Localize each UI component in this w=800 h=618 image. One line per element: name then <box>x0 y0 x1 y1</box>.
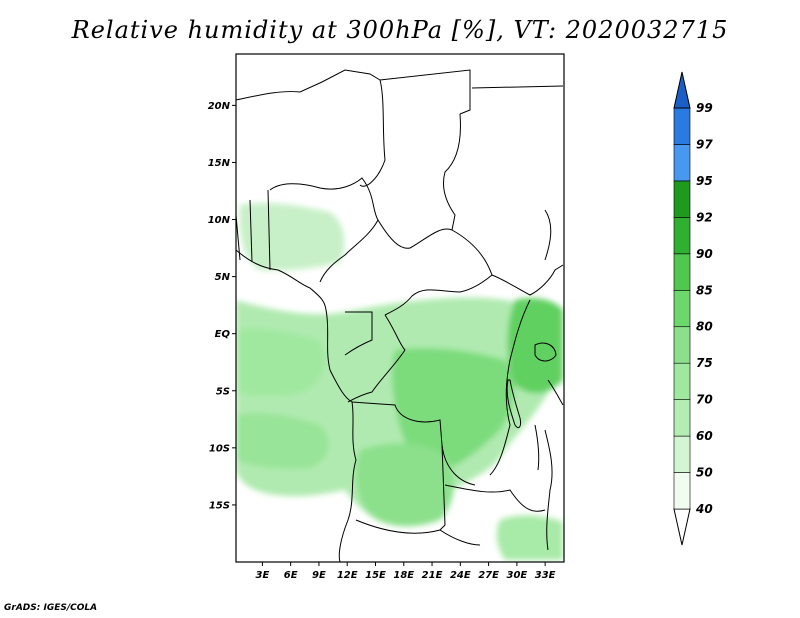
lat-tick-label: EQ <box>215 329 231 340</box>
colorbar-upper-extension <box>673 71 691 109</box>
lon-tick-label: 21E <box>422 570 443 581</box>
border-algeria-niger <box>236 69 381 101</box>
border-drc-angola <box>351 401 476 486</box>
colorbar-level-label: 99 <box>696 101 713 115</box>
lon-tick-label: 30E <box>506 570 527 581</box>
lake-tanganyika <box>506 379 521 429</box>
lon-tick-label: 18E <box>393 570 414 581</box>
humidity-region-southeast <box>496 515 563 560</box>
longitude-axis: 3E 6E 9E 12E 15E 18E 21E 24E 27E 30E 33E <box>255 562 556 581</box>
lon-tick-label: 24E <box>450 570 471 581</box>
map-frame <box>235 53 565 563</box>
border-namibia <box>355 519 481 546</box>
humidity-region-congo-basin <box>392 348 515 470</box>
colorbar-level-label: 80 <box>696 320 713 334</box>
lat-tick-label: 10N <box>208 215 231 226</box>
lat-tick-label: 15S <box>209 500 230 511</box>
colorbar-level-label: 70 <box>696 393 713 407</box>
lat-tick-label: 5S <box>216 386 230 397</box>
border-libya <box>379 69 471 115</box>
grads-credit: GrADS: IGES/COLA <box>4 603 98 613</box>
colorbar-level-label: 92 <box>696 210 713 224</box>
colorbar-segment <box>673 399 691 437</box>
latitude-axis: 20N 15N 10N 5N EQ 5S 10S 15S <box>208 101 236 511</box>
border-mozambique <box>544 429 553 551</box>
border-drc-east <box>489 299 531 476</box>
humidity-region-west-africa <box>239 202 345 271</box>
lon-tick-label: 12E <box>337 570 358 581</box>
lon-tick-label: 33E <box>535 570 556 581</box>
colorbar-level-label: 40 <box>695 502 713 516</box>
colorbar-level-label: 60 <box>696 429 713 443</box>
border-ghana <box>236 214 241 261</box>
colorbar-segment <box>673 472 691 510</box>
map-title: Relative humidity at 300hPa [%], VT: 202… <box>71 16 729 44</box>
colorbar-level-label: 50 <box>696 466 713 480</box>
colorbar-segment <box>673 326 691 364</box>
colorbar-segment <box>673 362 691 400</box>
border-egypt-sudan <box>471 85 564 89</box>
lat-tick-label: 15N <box>208 158 231 169</box>
lon-tick-label: 6E <box>284 570 298 581</box>
colorbar-segment <box>673 289 691 328</box>
border-sudan-south <box>491 264 564 296</box>
lat-tick-label: 10S <box>209 443 230 454</box>
border-congo-drc <box>347 314 406 403</box>
humidity-region-angola <box>355 443 455 527</box>
border-benin-togo <box>249 189 271 271</box>
colorbar: 40 50 60 70 75 80 85 90 92 95 97 99 <box>673 71 713 546</box>
border-chad-niger <box>359 79 386 187</box>
border-nigeria <box>269 177 379 283</box>
colorbar-segment <box>673 217 691 255</box>
colorbar-level-label: 75 <box>696 356 713 370</box>
colorbar-segment <box>673 253 691 291</box>
border-angola-zambia <box>439 444 446 531</box>
colorbar-segment <box>673 107 691 145</box>
lake-malawi <box>534 424 540 471</box>
colorbar-segment <box>673 144 691 182</box>
border-kenya-tz <box>547 379 564 406</box>
colorbar-level-label: 85 <box>696 283 713 297</box>
lat-tick-label: 5N <box>215 272 231 283</box>
border-zambia-zim <box>444 484 546 512</box>
humidity-region-atlantic-south <box>236 413 329 469</box>
border-gabon-congo <box>344 311 373 356</box>
colorbar-lower-extension <box>673 508 691 546</box>
lon-tick-label: 15E <box>365 570 386 581</box>
lon-tick-label: 3E <box>255 570 269 581</box>
border-chad-sudan <box>442 113 461 231</box>
country-borders <box>236 69 564 562</box>
coastline-west <box>236 249 357 562</box>
lon-tick-label: 27E <box>478 570 499 581</box>
lon-tick-label: 9E <box>312 570 326 581</box>
border-eth-sudan <box>544 209 552 261</box>
humidity-shading <box>236 202 563 560</box>
colorbar-segment <box>673 180 691 218</box>
lat-tick-label: 20N <box>208 101 231 112</box>
lake-victoria <box>534 342 557 362</box>
colorbar-level-label: 95 <box>696 174 713 188</box>
colorbar-segment <box>673 435 691 473</box>
colorbar-level-label: 97 <box>696 137 713 151</box>
humidity-region-atlantic <box>236 328 325 397</box>
colorbar-level-label: 90 <box>696 247 713 261</box>
